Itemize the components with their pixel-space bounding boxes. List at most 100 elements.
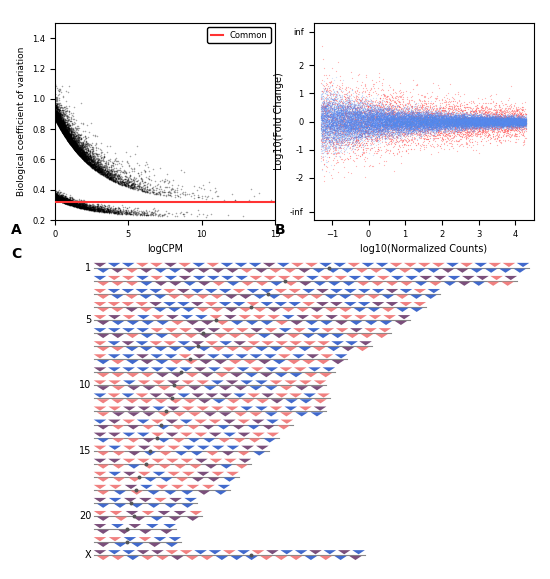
Point [452,116,460,125]
Point [506,119,515,128]
Point [519,118,527,127]
Point [438,118,447,127]
Point [67,134,75,143]
Point [100,207,108,217]
Point [419,116,427,126]
Point [340,102,349,111]
Point [427,110,436,119]
Point [348,112,356,121]
Point [64,196,73,205]
Point [70,145,79,154]
Point [58,196,67,206]
Point [477,122,486,131]
Polygon shape [219,289,232,293]
Point [447,112,455,122]
Point [478,118,487,127]
Point [76,151,85,160]
Point [446,115,455,124]
Point [473,120,482,130]
Point [388,114,397,123]
Point [519,137,528,146]
Point [344,122,353,131]
Point [484,123,493,133]
Point [419,121,427,130]
Point [340,102,349,112]
Point [355,108,364,117]
Point [416,120,425,130]
Point [485,120,494,130]
Point [512,119,520,129]
Point [94,205,102,214]
Point [450,120,459,129]
Point [448,109,457,119]
Point [487,116,496,125]
Point [388,118,397,127]
Point [152,188,161,197]
Point [81,149,90,158]
Point [474,120,482,130]
Point [354,115,363,124]
Point [76,149,85,159]
Point [507,116,516,126]
Point [135,183,144,192]
Point [375,117,384,126]
Point [509,115,518,124]
Point [409,130,417,140]
Point [505,112,514,121]
Point [367,127,376,136]
Point [54,121,63,130]
Point [340,100,349,109]
Point [378,116,387,125]
Point [350,136,359,145]
Point [430,120,438,130]
Point [336,121,345,130]
Point [349,124,358,134]
Point [327,113,336,123]
Point [488,116,497,126]
Point [343,112,352,121]
Point [510,115,519,124]
Point [88,160,97,169]
Point [456,117,465,126]
Point [358,118,366,127]
Point [476,116,485,125]
Point [326,115,334,124]
Point [393,108,402,118]
Point [456,125,465,134]
Point [438,127,447,136]
Point [349,140,358,149]
Point [383,114,392,123]
Point [398,113,406,122]
Point [386,99,394,108]
Point [459,116,468,126]
Point [63,135,72,144]
Point [393,133,402,142]
Point [64,135,73,145]
Point [428,109,437,118]
Point [368,108,377,118]
Point [428,104,437,113]
Point [430,106,439,115]
Point [53,112,62,122]
Point [409,118,417,127]
Point [421,100,430,109]
Point [468,130,476,139]
Point [351,112,360,122]
Point [500,117,509,126]
Point [362,111,371,120]
Point [500,119,509,129]
Point [471,118,480,127]
Point [412,119,421,129]
Point [452,108,460,118]
Point [364,130,372,139]
Point [384,111,393,120]
Point [394,97,403,107]
Point [443,113,452,122]
Point [493,113,502,123]
Point [367,123,376,132]
Point [412,110,421,119]
Point [194,342,202,351]
Point [141,205,150,214]
Point [452,117,461,126]
Point [427,113,436,123]
